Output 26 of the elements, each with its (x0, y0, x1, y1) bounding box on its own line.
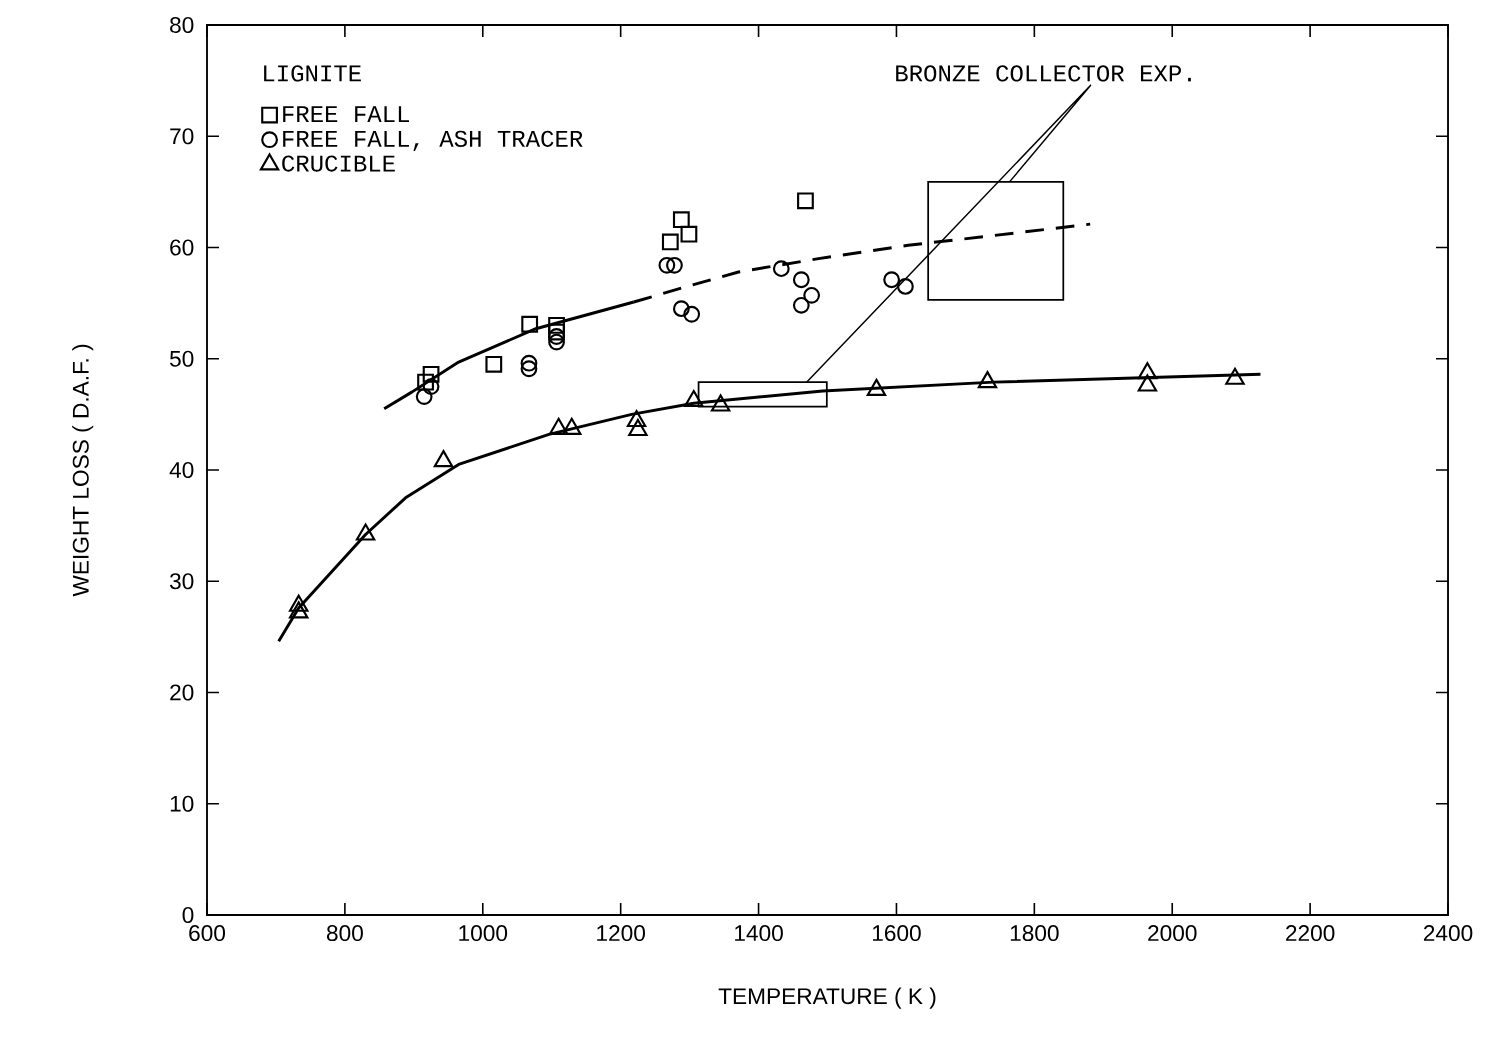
y-tick-label: 0 (182, 906, 194, 924)
x-tick-label: 1600 (872, 925, 921, 942)
x-tick-label: 1200 (597, 925, 645, 942)
y-axis-title: WEIGHT LOSS ( D.A.F. ) (72, 344, 94, 597)
x-tick-label: 2200 (1286, 925, 1335, 942)
x-tick-label: 2000 (1148, 925, 1197, 942)
legend-title: LIGNITE (264, 65, 361, 82)
x-tick-label: 1400 (735, 925, 783, 942)
x-tick-label: 2400 (1423, 925, 1473, 942)
y-tick-label: 20 (170, 684, 194, 701)
annotation: BRONZE COLLECTOR EXP. (896, 65, 1191, 82)
y-tick-label: 40 (169, 461, 194, 479)
x-tick-label: 800 (326, 925, 363, 942)
y-tick-label: 30 (169, 573, 194, 590)
y-tick-label: 80 (170, 16, 194, 34)
y-tick-label: 60 (170, 239, 194, 256)
x-tick-label: 600 (189, 925, 226, 942)
x-axis-title: TEMPERATURE ( K ) (718, 987, 936, 1009)
legend-label: FREE FALL, ASH TRACER (283, 130, 583, 151)
y-tick-label: 50 (169, 350, 194, 367)
x-tick-label: 1000 (459, 925, 508, 942)
x-tick-label: 1800 (1010, 925, 1059, 942)
y-tick-label: 10 (170, 795, 194, 812)
legend-label: FREE FALL (283, 106, 409, 123)
y-tick-label: 70 (170, 128, 194, 145)
legend-label: CRUCIBLE (282, 155, 395, 172)
